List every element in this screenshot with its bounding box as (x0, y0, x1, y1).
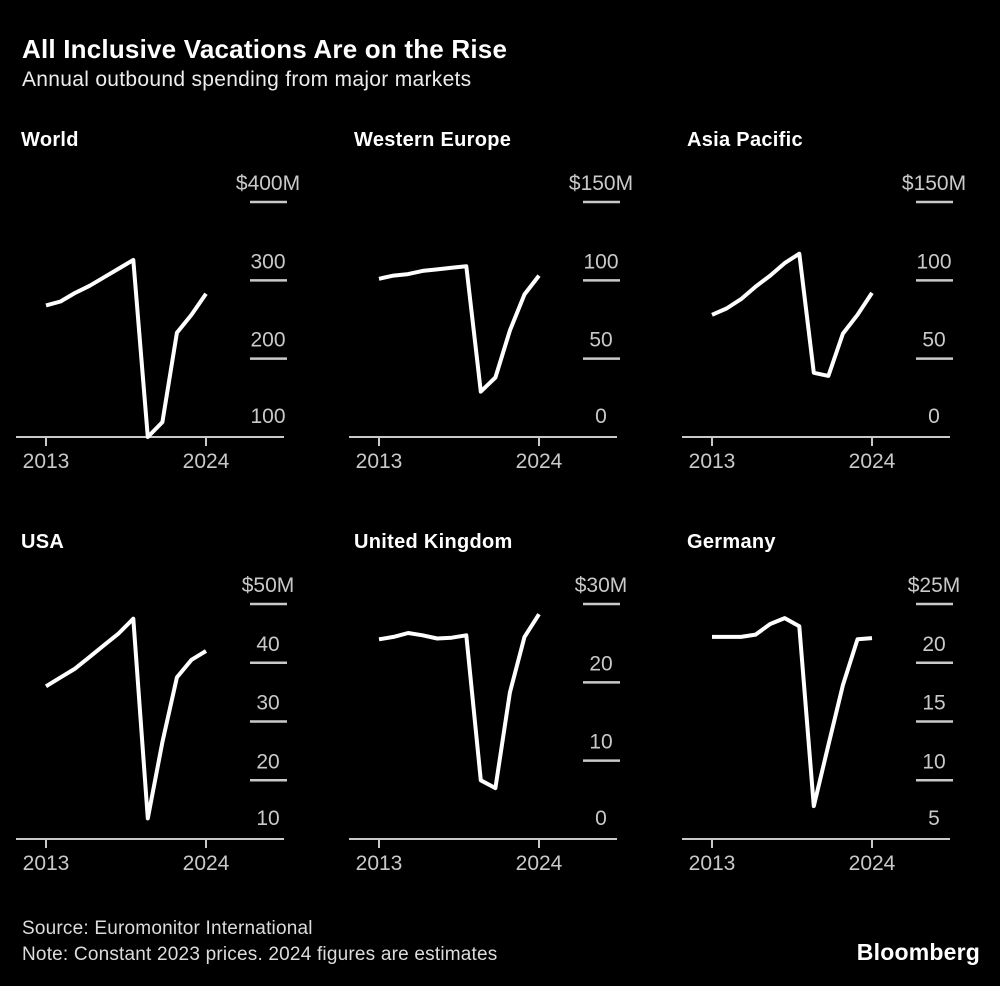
x-tick-label: 2024 (183, 450, 230, 473)
y-tick-label: 0 (595, 807, 607, 830)
series-line (45, 258, 208, 439)
y-tick-label: 0 (595, 405, 607, 428)
y-tick-label: 100 (250, 405, 285, 428)
x-tick-label: 2024 (849, 450, 896, 473)
source-note: Source: Euromonitor International (22, 918, 313, 939)
panel-western-europe: Western Europe 2013 2024 $150M 100 50 0 (333, 108, 666, 474)
x-tick-label: 2013 (23, 852, 70, 875)
y-tick-label: 10 (589, 731, 612, 754)
x-tick-label: 2024 (183, 852, 230, 875)
series-line (712, 616, 873, 809)
panel-world: World 2013 2024 $400M 300 200 100 (0, 108, 333, 474)
y-tick-label: 20 (922, 633, 945, 656)
y-tick-label: 20 (256, 750, 279, 773)
y-tick-label: $150M (569, 172, 633, 195)
y-tick-label: 50 (589, 329, 612, 352)
y-tick-label: 0 (928, 405, 940, 428)
y-tick-label: $30M (575, 574, 628, 597)
series-line (711, 251, 874, 378)
chart-usa: 2013 2024 $50M 40 30 20 10 (16, 574, 295, 875)
series-line (378, 264, 541, 394)
chart-world: 2013 2024 $400M 300 200 100 (16, 172, 300, 473)
estimate-note: Note: Constant 2023 prices. 2024 figures… (22, 944, 498, 965)
chart-united-kingdom: 2013 2024 $30M 20 10 0 (349, 574, 628, 875)
panel-title-united-kingdom: United Kingdom (354, 531, 513, 553)
chart-western-europe: 2013 2024 $150M 100 50 0 (349, 172, 633, 473)
y-tick-label: 15 (922, 692, 945, 715)
panel-usa: USA 2013 2024 $50M 40 30 20 10 (0, 510, 333, 876)
y-tick-label: $400M (236, 172, 300, 195)
y-tick-label: $150M (902, 172, 966, 195)
panel-title-usa: USA (21, 531, 65, 553)
y-tick-label: 10 (922, 750, 945, 773)
charts-grid: World 2013 2024 $400M 300 200 100 Western Eur… (0, 108, 1000, 876)
x-tick-label: 2013 (23, 450, 70, 473)
panel-title-world: World (21, 129, 79, 151)
panel-title-western-europe: Western Europe (354, 129, 512, 151)
chart-germany: 2013 2024 $25M 20 15 10 5 (682, 574, 961, 875)
x-tick-label: 2013 (689, 852, 736, 875)
y-tick-label: $25M (908, 574, 961, 597)
x-tick-label: 2024 (516, 450, 563, 473)
page-subtitle: Annual outbound spending from major mark… (22, 68, 472, 91)
x-tick-label: 2013 (356, 852, 403, 875)
y-tick-label: 100 (916, 250, 951, 273)
footer: Source: Euromonitor International Note: … (0, 916, 1000, 968)
x-tick-label: 2024 (849, 852, 896, 875)
x-tick-label: 2013 (356, 450, 403, 473)
panel-title-germany: Germany (687, 531, 776, 553)
x-tick-label: 2024 (516, 852, 563, 875)
header: All Inclusive Vacations Are on the Rise … (0, 34, 1000, 92)
y-tick-label: 20 (589, 652, 612, 675)
footer-notes: Source: Euromonitor International Note: … (22, 916, 498, 968)
panel-asia-pacific: Asia Pacific 2013 2024 $150M 100 50 0 (666, 108, 1000, 474)
panel-united-kingdom: United Kingdom 2013 2024 $30M 20 10 0 (333, 510, 666, 876)
x-tick-label: 2013 (689, 450, 736, 473)
series-line (44, 616, 208, 821)
y-tick-label: 40 (256, 633, 279, 656)
y-tick-label: 100 (583, 250, 618, 273)
y-tick-label: 300 (250, 250, 285, 273)
y-tick-label: 10 (256, 807, 279, 830)
y-tick-label: 5 (928, 807, 940, 830)
bloomberg-logo: Bloomberg (856, 939, 980, 965)
panel-title-asia-pacific: Asia Pacific (687, 129, 803, 151)
panel-germany: Germany 2013 2024 $25M 20 15 10 5 (666, 510, 1000, 876)
series-line (378, 613, 541, 791)
y-tick-label: 200 (250, 329, 285, 352)
page-title: All Inclusive Vacations Are on the Rise (22, 34, 508, 64)
chart-asia-pacific: 2013 2024 $150M 100 50 0 (682, 172, 966, 473)
y-tick-label: 50 (922, 329, 945, 352)
y-tick-label: 30 (256, 692, 279, 715)
y-tick-label: $50M (242, 574, 295, 597)
